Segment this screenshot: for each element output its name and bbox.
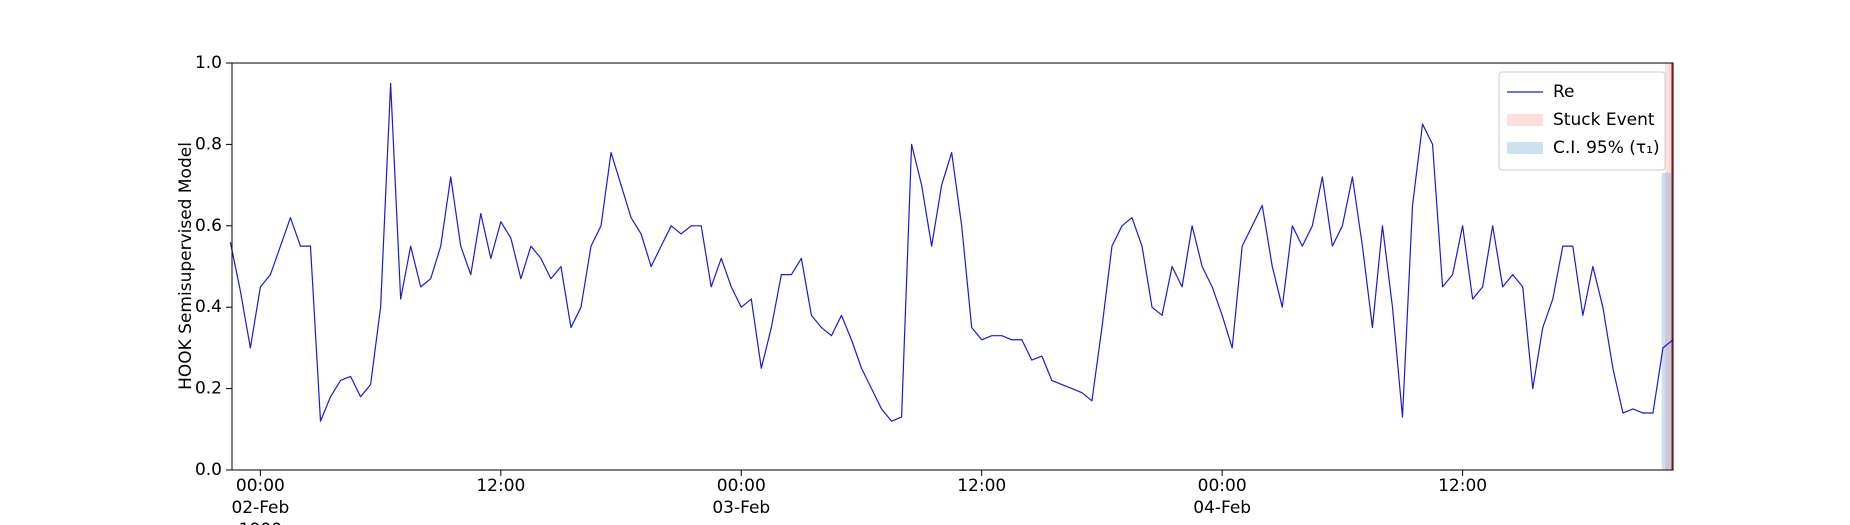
y-tick-label: 0.2: [195, 379, 222, 399]
span: [1664, 63, 1673, 470]
legend: Re Stuck Event C.I. 95% (τ₁): [1498, 71, 1666, 171]
y-tick-label: 0.4: [195, 297, 222, 317]
data-line: [229, 82, 1674, 422]
x-tick-label: 12:00: [957, 476, 1006, 496]
x-tick-label: 12:00: [476, 476, 525, 496]
legend-label: Stuck Event: [1553, 110, 1655, 130]
x-tick-label: 00:00 03-Feb: [712, 476, 770, 518]
y-tick-label: 0.0: [195, 460, 222, 480]
plot-frame: [231, 62, 1674, 471]
legend-label: C.I. 95% (τ₁): [1553, 138, 1660, 158]
legend-label: Re: [1553, 82, 1575, 102]
legend-patch: [1507, 142, 1543, 154]
x-tick-label: 12:00: [1438, 476, 1487, 496]
y-tick-label: 0.6: [195, 216, 222, 236]
y-axis-label: HOOK Semisupervised Model: [176, 142, 196, 390]
y-tick-label: 1.0: [195, 53, 222, 73]
y-tick-label: 0.8: [195, 134, 222, 154]
legend-patch: [1507, 114, 1543, 126]
legend-box: [1498, 71, 1666, 171]
span: [1661, 172, 1673, 470]
x-tick-label: 00:00 04-Feb: [1193, 476, 1251, 518]
